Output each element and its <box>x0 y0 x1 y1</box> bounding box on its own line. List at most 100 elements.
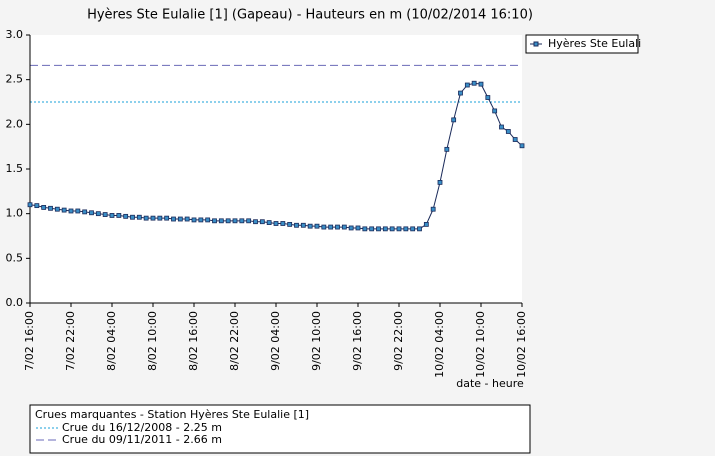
data-point <box>218 218 224 224</box>
data-point <box>34 203 40 209</box>
data-point <box>198 217 204 223</box>
x-tick-label: 10/02 04:00 <box>433 311 446 378</box>
data-point <box>478 81 484 87</box>
data-point <box>492 108 498 114</box>
data-point <box>164 215 170 221</box>
data-point <box>437 179 443 185</box>
data-point <box>150 215 156 221</box>
data-point <box>451 117 457 123</box>
data-point <box>130 214 135 220</box>
reference-title: Crues marquantes - Station Hyères Ste Eu… <box>35 408 309 421</box>
y-tick-label: 0.5 <box>6 251 24 264</box>
data-point <box>485 95 491 100</box>
data-point <box>382 226 388 232</box>
data-point <box>41 205 47 210</box>
data-point <box>239 218 245 224</box>
data-point <box>184 216 190 222</box>
data-point <box>335 224 340 230</box>
data-point <box>369 226 375 232</box>
data-point <box>177 216 183 222</box>
x-tick-label: 10/02 16:00 <box>515 311 528 378</box>
data-point <box>417 226 422 232</box>
y-tick-label: 2.0 <box>6 117 24 130</box>
data-point <box>410 226 416 232</box>
data-point <box>273 221 279 226</box>
x-tick-label: 10/02 10:00 <box>474 311 487 378</box>
data-point <box>362 226 368 232</box>
data-point <box>389 226 395 232</box>
data-point <box>355 225 361 231</box>
data-point <box>464 82 470 88</box>
x-tick-label: 7/02 22:00 <box>64 311 77 371</box>
y-tick-label: 0.0 <box>6 296 24 309</box>
data-point <box>396 226 402 232</box>
data-point <box>287 221 293 227</box>
data-point <box>116 213 122 218</box>
data-point <box>253 219 258 225</box>
data-point <box>307 223 313 229</box>
data-point <box>321 224 327 230</box>
data-point <box>499 124 504 130</box>
x-tick-label: 8/02 16:00 <box>187 311 200 371</box>
data-point <box>314 223 320 229</box>
reference-box <box>29 404 531 454</box>
data-point <box>458 90 463 96</box>
data-point <box>348 225 354 231</box>
y-tick-label: 1.5 <box>6 162 24 175</box>
x-tick-label: 9/02 10:00 <box>310 311 323 371</box>
data-point <box>82 209 88 215</box>
data-point <box>444 146 450 152</box>
data-point <box>519 143 525 149</box>
x-tick-label: 9/02 16:00 <box>351 311 364 371</box>
data-point <box>403 226 409 232</box>
x-tick-label: 8/02 22:00 <box>228 311 241 371</box>
data-point <box>157 215 163 221</box>
y-tick-label: 3.0 <box>6 28 24 41</box>
data-point <box>212 218 217 224</box>
data-point <box>61 207 67 213</box>
y-tick-label: 1.0 <box>6 207 24 220</box>
data-point <box>123 213 129 219</box>
x-tick-label: 8/02 04:00 <box>105 311 118 371</box>
data-point <box>232 218 238 224</box>
data-point <box>95 211 101 217</box>
x-tick-label: 9/02 22:00 <box>392 311 405 371</box>
x-tick-label: 9/02 04:00 <box>269 311 282 371</box>
data-point <box>54 206 60 212</box>
data-point <box>102 212 108 217</box>
data-point <box>505 129 511 134</box>
data-point <box>280 221 286 226</box>
data-point <box>246 218 252 224</box>
data-point <box>48 205 53 211</box>
x-tick-label: 7/02 16:00 <box>23 311 36 371</box>
plot-area <box>30 35 522 303</box>
data-point <box>300 222 306 228</box>
data-point <box>430 206 436 212</box>
data-point <box>75 208 81 214</box>
data-point <box>225 218 231 224</box>
data-point <box>376 226 381 232</box>
data-point <box>266 220 272 226</box>
chart-title: Hyères Ste Eulalie [1] (Gapeau) - Hauteu… <box>87 8 533 23</box>
data-point <box>171 216 176 222</box>
data-point <box>136 214 142 220</box>
data-point <box>328 224 334 230</box>
legend-marker <box>533 41 539 47</box>
data-point <box>471 80 477 86</box>
data-point <box>89 210 94 216</box>
data-point <box>27 202 33 208</box>
data-point <box>191 217 197 223</box>
x-tick-label: 8/02 10:00 <box>146 311 159 371</box>
data-point <box>68 208 74 214</box>
x-axis-label: date - heure <box>456 377 524 390</box>
data-point <box>423 221 429 227</box>
legend-label: Hyères Ste Eulali <box>548 37 641 50</box>
reference-label: Crue du 09/11/2011 - 2.66 m <box>62 433 222 446</box>
reference-label: Crue du 16/12/2008 - 2.25 m <box>62 421 222 434</box>
y-tick-label: 2.5 <box>6 73 24 86</box>
data-point <box>341 224 347 230</box>
data-point <box>143 215 149 221</box>
data-point <box>512 137 518 142</box>
